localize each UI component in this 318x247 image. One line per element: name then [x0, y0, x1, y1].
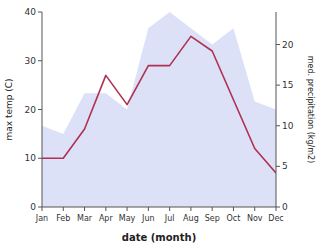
y-tick: [38, 12, 42, 13]
x-tick: [169, 207, 170, 211]
x-tick-label: Mar: [77, 214, 93, 223]
x-tick-label: May: [119, 214, 136, 223]
y-tick: [38, 60, 42, 61]
x-tick: [127, 207, 128, 211]
x-axis-label: date (month): [122, 232, 196, 243]
x-tick-label: Jan: [35, 214, 48, 223]
y2-tick-label: 5: [282, 161, 288, 171]
y2-tick: [276, 85, 280, 86]
x-tick: [233, 207, 234, 211]
x-tick-label: Jul: [164, 214, 175, 223]
y2-tick-label: 10: [282, 121, 294, 131]
y2-tick: [276, 207, 280, 208]
y2-tick: [276, 166, 280, 167]
x-tick: [212, 207, 213, 211]
y-tick: [38, 158, 42, 159]
chart: 0 10 20 30 40 0 5 10 15 20 Jan Feb Mar Apr May Jun Jul Au…: [0, 0, 318, 247]
chart-container: 0 10 20 30 40 0 5 10 15 20 Jan Feb Mar Apr May Jun Jul Au…: [0, 0, 318, 247]
precipitation-area: [42, 12, 276, 207]
x-tick: [105, 207, 106, 211]
y-tick-label: 20: [25, 105, 37, 115]
x-tick-label: Dec: [268, 214, 283, 223]
axes: 0 10 20 30 40 0 5 10 15 20 Jan Feb Mar Apr May Jun Jul Au…: [25, 7, 294, 223]
y-axis-label: max temp (C): [4, 78, 14, 140]
x-tick: [190, 207, 191, 211]
x-tick: [42, 207, 43, 211]
y-tick: [38, 109, 42, 110]
y2-axis-line: [276, 12, 277, 207]
y2-tick: [276, 125, 280, 126]
x-tick: [84, 207, 85, 211]
x-tick: [276, 207, 277, 211]
x-tick-label: Oct: [227, 214, 241, 223]
x-tick-label: Feb: [56, 214, 70, 223]
y-tick-label: 40: [25, 7, 37, 17]
y2-axis-label: med. precipitation (kg/m2): [306, 56, 315, 163]
y-tick: [38, 207, 42, 208]
y-tick-label: 30: [25, 56, 37, 66]
x-axis-line: [42, 207, 276, 208]
y2-tick-label: 0: [282, 202, 288, 212]
y-tick-label: 0: [30, 202, 36, 212]
y-tick-label: 10: [25, 153, 37, 163]
y2-tick-label: 15: [282, 80, 293, 90]
x-tick: [63, 207, 64, 211]
marks: [42, 12, 276, 207]
y2-tick: [276, 44, 280, 45]
x-tick: [254, 207, 255, 211]
y2-tick-label: 20: [282, 40, 294, 50]
x-tick-label: Jun: [141, 214, 155, 223]
temperature-line: [42, 36, 276, 173]
x-tick-label: Sep: [205, 214, 220, 223]
x-tick-label: Aug: [183, 214, 199, 223]
x-tick-label: Nov: [247, 214, 263, 223]
x-tick-label: Apr: [99, 214, 114, 223]
x-tick: [148, 207, 149, 211]
